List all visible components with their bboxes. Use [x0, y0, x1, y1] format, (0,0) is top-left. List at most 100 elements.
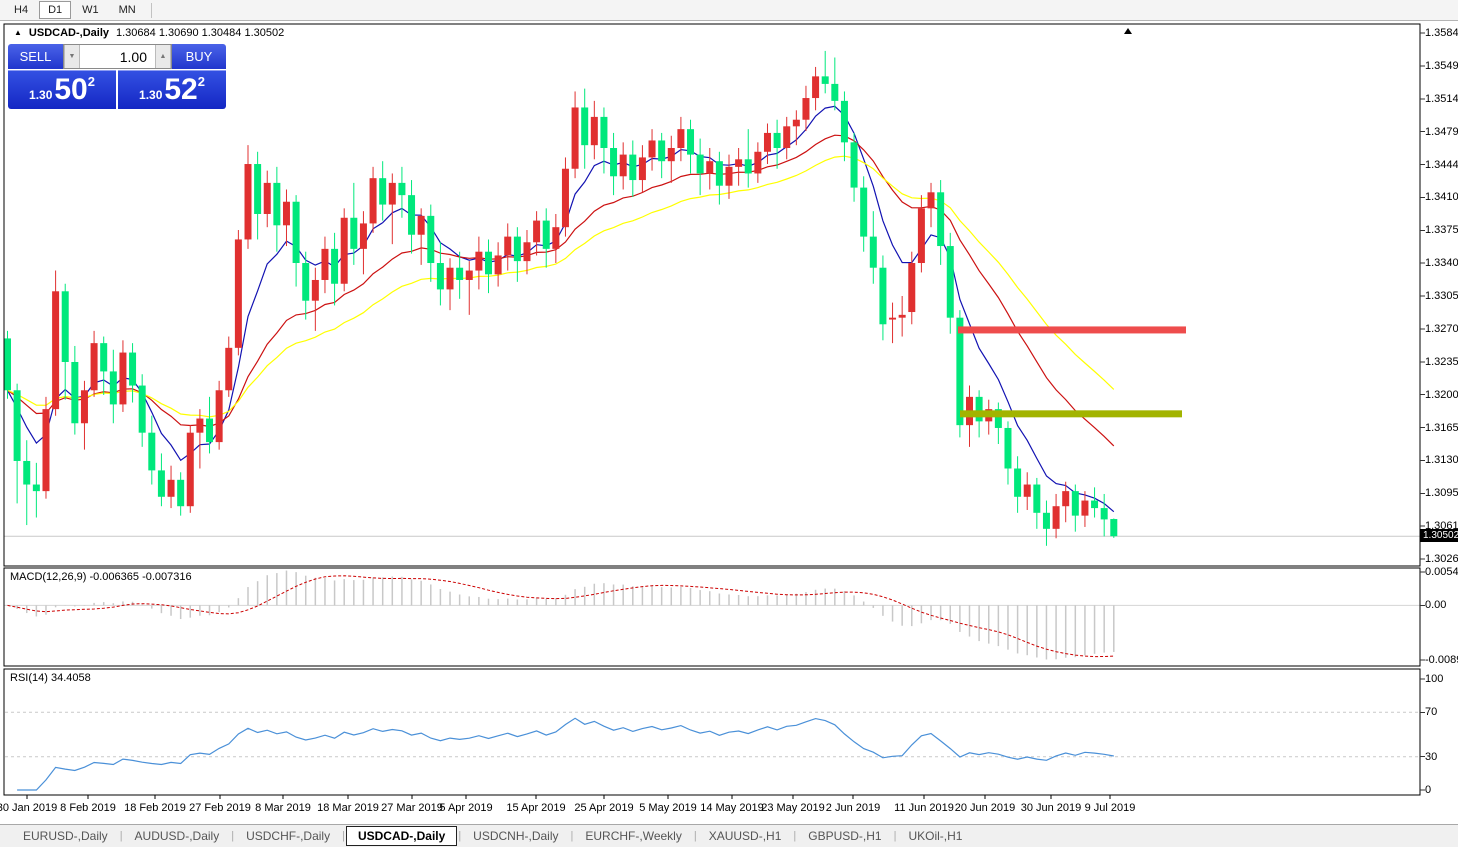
symbol-tab-bar: EURUSD-,Daily | AUDUSD-,Daily | USDCHF-,Dail…	[0, 824, 1458, 847]
candle-body	[340, 217, 348, 284]
volume-decrease-icon[interactable]: ▼	[64, 45, 80, 68]
macd-tick-label: 0.00	[1425, 599, 1447, 612]
tab-xauusdh1[interactable]: XAUUSD-,H1	[708, 829, 782, 843]
tab-usdchfdaily[interactable]: USDCHF-,Daily	[246, 829, 331, 843]
candle-body	[379, 178, 387, 205]
rsi-line	[17, 717, 1114, 791]
volume-input[interactable]: 1.00	[119, 48, 147, 65]
candle-body	[1042, 512, 1050, 529]
tab-separator: |	[893, 830, 897, 842]
candle-body	[234, 239, 242, 348]
candle-body	[898, 314, 906, 318]
date-tick-label: 8 Feb 2019	[60, 802, 116, 814]
candle-body	[581, 107, 589, 146]
candle-body	[725, 166, 733, 186]
price-tick-label: 1.30610	[1425, 520, 1458, 533]
candle-body	[148, 432, 156, 471]
tab-audusddaily[interactable]: AUDUSD-,Daily	[134, 829, 220, 843]
collapse-triangle-icon[interactable]: ▲	[14, 28, 22, 37]
candle-body	[658, 140, 666, 162]
rsi-pane-border	[3, 668, 1421, 796]
candle-body	[975, 396, 983, 422]
candle-body	[1014, 468, 1022, 497]
tab-usdcnhdaily[interactable]: USDCNH-,Daily	[473, 829, 559, 843]
tab-separator: |	[458, 830, 462, 842]
candle-body	[706, 161, 714, 174]
horizontal-line-support[interactable]	[960, 410, 1182, 418]
candle-body	[715, 161, 723, 186]
candle-body	[638, 157, 646, 181]
candle-body	[456, 267, 464, 280]
timeframe-button-h4[interactable]: H4	[14, 4, 29, 16]
candle-body	[225, 347, 233, 391]
tab-eurusddaily[interactable]: EURUSD-,Daily	[23, 829, 108, 843]
date-tick-label: 8 Mar 2019	[255, 802, 311, 814]
candle-body	[273, 182, 281, 226]
price-tick-label: 1.31300	[1425, 454, 1458, 467]
rsi-tick-label: 100	[1425, 673, 1444, 685]
candle-body	[763, 132, 771, 152]
price-tick-label: 1.32700	[1425, 322, 1458, 335]
candle-body	[129, 352, 137, 386]
candle-body	[157, 470, 165, 497]
candle-body	[783, 126, 791, 149]
timeframe-button-mn[interactable]: MN	[118, 4, 136, 16]
sell-button[interactable]: SELL	[8, 44, 63, 69]
current-price-tag: 1.30502	[1420, 529, 1458, 543]
tab-separator: |	[793, 830, 797, 842]
tab-gbpusdh1[interactable]: GBPUSD-,H1	[808, 829, 882, 843]
candle-body	[802, 98, 810, 120]
candle-body	[956, 317, 964, 426]
macd-tick-label: -0.00897	[1425, 654, 1458, 666]
candle-body	[735, 159, 743, 167]
candle-body	[138, 385, 146, 433]
toolbar-separator	[150, 2, 152, 18]
candle-body	[1110, 519, 1118, 537]
candle-body	[619, 154, 627, 177]
candle-body	[167, 479, 175, 497]
candle-body	[292, 201, 300, 264]
candle-body	[388, 182, 396, 205]
date-tick-label: 5 Apr 2019	[439, 802, 493, 814]
buy-button[interactable]: BUY	[172, 44, 226, 69]
timeframe-button-w1[interactable]: W1	[82, 4, 99, 16]
rsi-tick-label: 30	[1425, 750, 1438, 763]
candle-body	[436, 263, 444, 290]
timeframe-button-d1[interactable]: D1	[39, 1, 72, 19]
volume-increase-icon[interactable]: ▲	[155, 45, 171, 68]
chart-shift-marker-icon[interactable]	[1124, 28, 1132, 34]
candle-body	[812, 76, 820, 99]
date-tick-label: 20 Jun 2019	[954, 802, 1016, 814]
candle-body	[561, 168, 569, 228]
candle-body	[840, 100, 848, 143]
candle-body	[667, 148, 675, 162]
candle-body	[1062, 491, 1070, 507]
candle-body	[1033, 484, 1041, 513]
price-tick-label: 1.32350	[1425, 355, 1458, 368]
date-tick-label: 27 Mar 2019	[381, 802, 443, 814]
tab-usdcaddaily[interactable]: USDCAD-,Daily	[345, 826, 458, 846]
tab-separator: |	[570, 830, 574, 842]
tab-separator: |	[693, 830, 697, 842]
date-tick-label: 5 May 2019	[639, 802, 697, 814]
buy-price-pip: 2	[197, 74, 205, 89]
horizontal-line-resistance[interactable]	[958, 326, 1186, 334]
candle-body	[792, 119, 800, 127]
buy-price-panel[interactable]: 1.30 52 2	[118, 70, 226, 109]
tab-ukoilh1[interactable]: UKOil-,H1	[908, 829, 963, 843]
candle-body	[869, 236, 877, 268]
sell-price-panel[interactable]: 1.30 50 2	[8, 70, 116, 109]
candle-body	[80, 390, 88, 424]
candle-body	[119, 352, 127, 405]
date-tick-label: 25 Apr 2019	[574, 802, 634, 814]
date-tick-label: 15 Apr 2019	[506, 802, 566, 814]
candle-body	[937, 192, 945, 247]
tab-eurchfweekly[interactable]: EURCHF-,Weekly	[585, 829, 682, 843]
candle-body	[398, 182, 406, 196]
candle-body	[1004, 427, 1012, 469]
candle-body	[196, 418, 204, 433]
rsi-label: RSI(14) 34.4058	[10, 672, 91, 684]
price-tick-label: 1.33400	[1425, 257, 1458, 270]
rsi-tick-label: 70	[1425, 706, 1438, 719]
